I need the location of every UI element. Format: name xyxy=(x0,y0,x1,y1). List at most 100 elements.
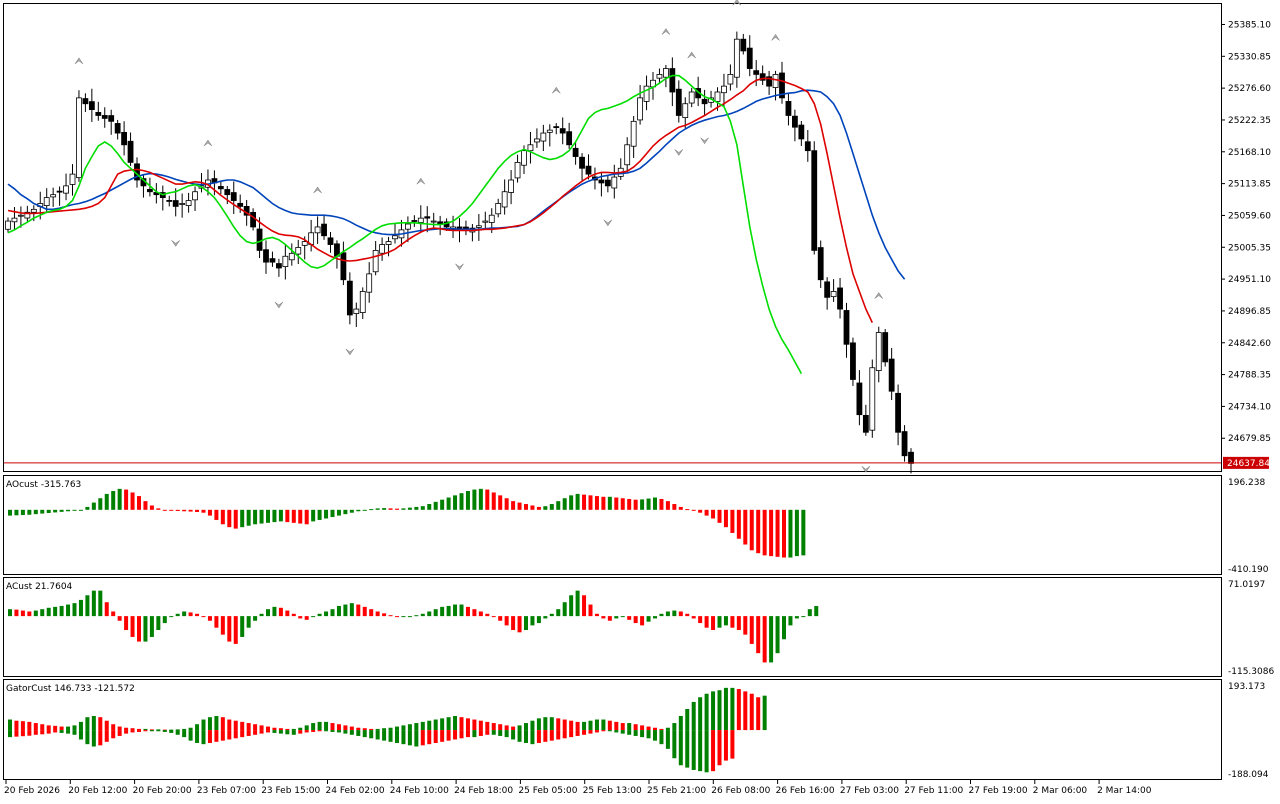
ao-bar xyxy=(749,509,754,551)
current-price-tag xyxy=(1223,456,1269,469)
ac-bar xyxy=(801,616,806,618)
gator-lower-bar xyxy=(440,730,445,742)
candle-body xyxy=(811,150,818,251)
ac-bar xyxy=(188,612,193,617)
ao-bar xyxy=(601,496,606,510)
ac-bar xyxy=(59,605,64,617)
gator-lower-bar xyxy=(91,730,96,747)
gator-lower-bar xyxy=(459,730,464,739)
candle-body xyxy=(56,190,63,193)
gator-upper-bar xyxy=(762,695,767,731)
gator-upper-bar xyxy=(156,729,161,731)
gator-upper-bar xyxy=(472,719,477,731)
candle-body xyxy=(663,68,669,78)
gator-upper-bar xyxy=(59,726,64,731)
current-price-label: 24637.84 xyxy=(1227,459,1270,469)
gator-upper-bar xyxy=(388,727,393,731)
candle-body xyxy=(146,188,153,193)
candle-body xyxy=(714,91,721,102)
gator-pane[interactable]: GatorCust 146.733 -121.572 xyxy=(6,684,767,773)
gator-lower-bar xyxy=(182,730,187,738)
ao-bar xyxy=(201,509,206,513)
price-tick-label: 25385.10 xyxy=(1228,20,1271,30)
ac-bar xyxy=(556,609,561,617)
ao-bar xyxy=(59,509,64,512)
candle-body xyxy=(314,226,321,234)
ac-bar xyxy=(104,602,109,617)
ac-bar xyxy=(317,613,322,617)
ac-bar xyxy=(162,616,167,624)
ac-bar xyxy=(756,616,761,654)
candle-body xyxy=(779,72,785,99)
ao-bar xyxy=(698,509,703,513)
ac-bar xyxy=(807,609,812,617)
gator-lower-bar xyxy=(195,730,200,743)
ao-bar xyxy=(214,509,219,520)
ac-pane[interactable]: ACust 21.7604 xyxy=(6,582,819,663)
ao-bar xyxy=(472,489,477,510)
gator-lower-bar xyxy=(130,730,135,733)
gator-upper-bar xyxy=(124,727,129,731)
gator-lower-bar xyxy=(227,730,232,740)
gator-lower-bar xyxy=(562,730,567,739)
ac-bar xyxy=(220,616,225,635)
candle-body xyxy=(624,144,631,166)
ao-bar xyxy=(414,506,419,510)
gator-upper-bar xyxy=(311,723,316,731)
gator-lower-bar xyxy=(575,730,580,736)
ao-bar xyxy=(182,509,187,512)
candle-body xyxy=(172,200,179,207)
gator-upper-bar xyxy=(433,719,438,731)
candle-body xyxy=(721,85,727,94)
ao-bar xyxy=(33,509,38,515)
candle-body xyxy=(604,179,611,187)
ao-bar xyxy=(743,509,748,545)
ao-bar xyxy=(324,509,329,519)
candle-body xyxy=(82,98,89,105)
candle-body xyxy=(559,128,566,134)
gator-lower-bar xyxy=(414,730,419,747)
gator-lower-bar xyxy=(53,730,58,733)
candle-body xyxy=(366,273,373,293)
gator-lower-bar xyxy=(607,730,612,732)
gator-upper-bar xyxy=(137,728,141,731)
ac-bar xyxy=(298,616,303,619)
gator-upper-bar xyxy=(717,690,722,731)
gator-lower-bar xyxy=(33,730,38,735)
candle-body xyxy=(888,358,895,392)
candle-body xyxy=(224,189,231,196)
ac-bar xyxy=(407,616,412,618)
gator-upper-bar xyxy=(233,720,238,731)
ac-bar xyxy=(704,616,709,628)
main-pane[interactable] xyxy=(4,0,1221,474)
time-tick-label: 26 Feb 16:00 xyxy=(776,786,835,796)
candle-body xyxy=(392,235,398,240)
ac-bar xyxy=(640,616,645,626)
ao-bar xyxy=(665,501,670,510)
gator-upper-bar xyxy=(465,718,470,731)
gator-lower-bar xyxy=(504,730,509,738)
gator-lower-bar xyxy=(569,730,574,738)
ac-bar xyxy=(465,606,470,617)
time-tick-label: 2 Mar 06:00 xyxy=(1033,786,1088,796)
ac-bar xyxy=(362,606,367,617)
candle-body xyxy=(230,192,237,201)
candle-body xyxy=(727,74,734,85)
ao-bar xyxy=(588,495,593,510)
ao-bar xyxy=(620,498,625,510)
gator-lower-bar xyxy=(401,730,406,745)
gator-lower-bar xyxy=(723,730,728,761)
gator-lower-bar xyxy=(137,730,141,732)
gator-upper-bar xyxy=(188,727,193,731)
candle-body xyxy=(69,173,76,185)
ao-label: AOcust -315.763 xyxy=(6,480,81,490)
ao-bar xyxy=(8,509,12,516)
gator-upper-bar xyxy=(401,725,406,731)
gator-upper-bar xyxy=(698,697,703,731)
ao-bar xyxy=(485,489,490,510)
ao-bar xyxy=(66,509,71,512)
ao-pane[interactable]: AOcust -315.763 xyxy=(6,480,806,558)
ao-bar xyxy=(801,509,806,556)
gator-lower-bar xyxy=(349,730,354,735)
ao-bar xyxy=(478,488,483,510)
